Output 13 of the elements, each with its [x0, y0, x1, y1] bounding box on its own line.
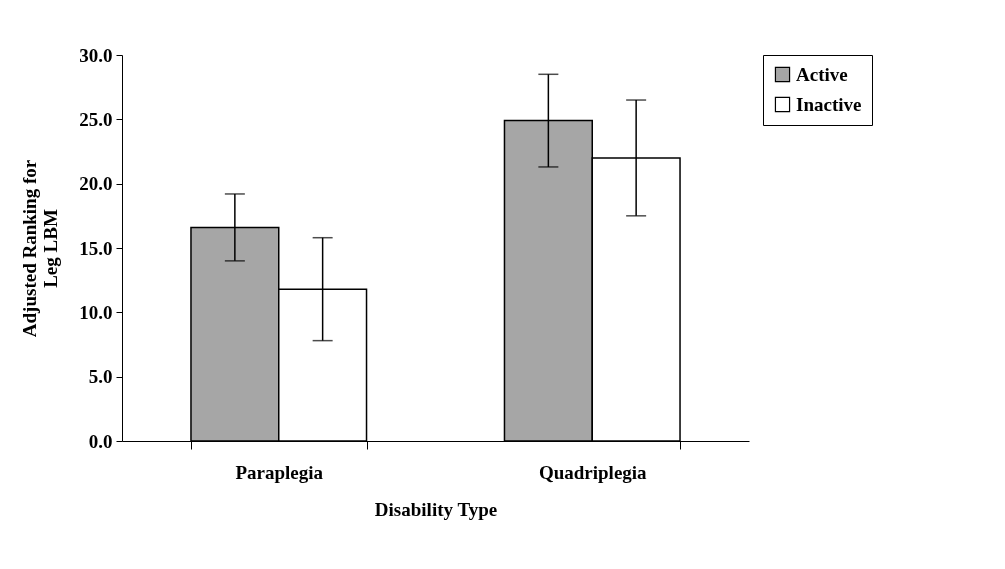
y-tick-label: 15.0: [79, 237, 113, 259]
y-tick-label: 5.0: [88, 366, 113, 388]
x-axis-title: Disability Type: [374, 498, 498, 520]
legend-label: Inactive: [796, 93, 862, 115]
legend-label: Active: [796, 63, 848, 85]
x-tick-label: Quadriplegia: [538, 461, 648, 483]
y-axis-title: Adjusted Ranking for Leg LBM: [19, 159, 62, 338]
y-tick-label: 25.0: [79, 108, 113, 130]
y-tick-label: 30.0: [79, 44, 113, 66]
y-tick-label: 0.0: [88, 430, 113, 452]
y-tick-label: 10.0: [79, 301, 113, 323]
x-tick-label: Paraplegia: [235, 461, 324, 483]
y-tick-label: 20.0: [79, 173, 113, 195]
